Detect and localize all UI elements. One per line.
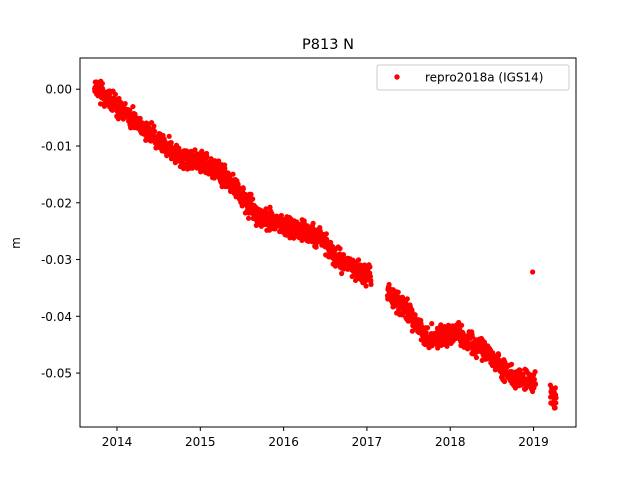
data-point <box>222 165 228 171</box>
data-point <box>248 191 254 197</box>
data-point <box>532 381 539 387</box>
x-tick-label: 2014 <box>102 435 133 449</box>
data-point <box>355 257 362 263</box>
data-point <box>97 101 104 107</box>
data-point <box>204 153 210 159</box>
data-point <box>469 334 475 340</box>
y-tick-label: -0.01 <box>41 139 72 153</box>
data-point <box>240 186 246 192</box>
data-point <box>112 91 118 97</box>
data-point <box>404 296 410 302</box>
data-point <box>323 231 329 237</box>
data-point <box>520 371 526 377</box>
legend-label: repro2018a (IGS14) <box>425 71 543 85</box>
data-point <box>409 328 415 334</box>
data-point <box>339 270 345 277</box>
data-point <box>216 158 222 164</box>
data-point <box>236 185 242 191</box>
x-axis: 2014 2015 2016 2017 2018 2019 <box>102 427 549 449</box>
data-point <box>368 281 374 287</box>
data-point <box>253 222 259 228</box>
data-point <box>274 213 280 220</box>
data-point <box>368 277 374 284</box>
data-point <box>412 312 418 318</box>
y-axis: 0.00 -0.01 -0.02 -0.03 -0.04 -0.05 <box>41 83 80 381</box>
data-point <box>531 376 537 383</box>
data-point <box>501 378 508 385</box>
y-tick-label: -0.02 <box>41 196 72 210</box>
data-point <box>99 80 105 87</box>
data-point <box>116 95 122 102</box>
data-point <box>130 103 136 110</box>
data-point <box>425 325 431 331</box>
data-point <box>267 204 273 210</box>
data-point <box>245 215 252 221</box>
data-point <box>137 115 143 122</box>
y-axis-label: m <box>9 237 23 249</box>
y-tick-label: -0.03 <box>41 253 72 267</box>
data-point <box>328 239 334 246</box>
data-point <box>263 206 269 212</box>
data-point <box>310 220 316 226</box>
data-point <box>508 361 515 367</box>
chart-title: P813 N <box>302 37 354 53</box>
plot-frame <box>79 57 577 428</box>
data-point <box>122 101 128 107</box>
data-point <box>552 385 558 391</box>
data-point <box>353 261 359 267</box>
data-point <box>395 289 401 295</box>
y-tick-label: -0.04 <box>41 310 72 324</box>
data-point <box>553 400 559 406</box>
data-point <box>367 264 373 270</box>
y-tick-label: -0.05 <box>41 367 72 381</box>
data-point <box>363 283 369 289</box>
data-point <box>152 128 158 134</box>
data-point <box>192 147 198 153</box>
data-point <box>313 244 319 250</box>
x-tick-label: 2016 <box>268 435 299 449</box>
legend-marker <box>394 74 400 80</box>
data-point <box>278 212 285 219</box>
legend-box <box>376 64 570 91</box>
data-points <box>92 78 559 411</box>
data-point <box>127 107 133 113</box>
data-point <box>230 171 236 177</box>
data-point <box>362 262 368 268</box>
x-tick-label: 2017 <box>352 435 383 449</box>
data-point <box>553 395 559 401</box>
data-point <box>517 367 523 373</box>
data-point <box>367 273 373 280</box>
data-point <box>532 369 538 375</box>
data-point <box>495 352 502 358</box>
y-tick-label: 0.00 <box>45 83 72 97</box>
x-tick-label: 2019 <box>518 435 549 449</box>
data-point <box>168 140 174 146</box>
data-point <box>386 281 392 288</box>
data-point <box>250 196 256 202</box>
data-point <box>166 133 172 139</box>
data-point <box>473 354 480 361</box>
data-point <box>340 251 347 258</box>
data-point <box>151 123 157 129</box>
x-tick-label: 2018 <box>435 435 466 449</box>
data-point <box>429 321 435 327</box>
data-point <box>552 405 558 411</box>
data-point <box>444 343 450 349</box>
data-point <box>423 330 429 336</box>
data-point <box>459 322 465 328</box>
x-tick-label: 2015 <box>185 435 216 449</box>
outlier-point <box>530 269 536 275</box>
legend: repro2018a (IGS14) <box>376 64 570 91</box>
data-point <box>337 245 343 252</box>
